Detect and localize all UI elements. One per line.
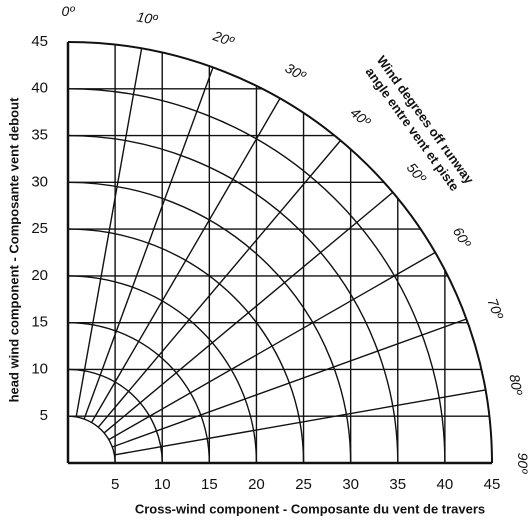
- y-tick-label: 45: [31, 33, 48, 50]
- y-tick-label: 20: [31, 267, 48, 284]
- angle-tick-label: 30º: [283, 60, 310, 85]
- angle-tick-label: 60º: [450, 224, 475, 251]
- angle-tick-label: 40º: [347, 104, 374, 130]
- angle-tick-label: 90º: [515, 453, 529, 475]
- radius-arc: [67, 228, 305, 464]
- radius-arc: [67, 275, 258, 464]
- y-tick-label: 30: [31, 173, 48, 190]
- radius-arc: [67, 88, 446, 464]
- radial-line: [97, 140, 342, 428]
- angle-tick-label: 80º: [506, 373, 526, 397]
- angle-label-line: Wind degrees off runway: [374, 53, 477, 187]
- x-tick-label: 40: [437, 476, 454, 493]
- angle-tick-label: 70º: [484, 296, 506, 322]
- y-axis-label: head wind component - Composante vent de…: [6, 97, 21, 402]
- angle-tick-label: 0º: [62, 3, 76, 19]
- x-tick-label: 35: [389, 476, 406, 493]
- angle-tick-label: 50º: [404, 160, 430, 187]
- y-tick-label: 35: [31, 127, 48, 144]
- angle-tick-label: 10º: [135, 8, 159, 28]
- radial-line: [108, 251, 436, 441]
- radial-line: [112, 318, 467, 448]
- radial-line: [103, 191, 394, 434]
- y-tick-label: 25: [31, 220, 48, 237]
- radial-line: [90, 98, 281, 423]
- x-tick-label: 10: [154, 476, 171, 493]
- y-tick-label: 10: [31, 360, 48, 377]
- y-tick-label: 5: [40, 407, 48, 424]
- y-tick-label: 15: [31, 314, 48, 331]
- y-tick-label: 40: [31, 80, 48, 97]
- x-tick-label: 25: [295, 476, 312, 493]
- radial-line: [114, 389, 486, 456]
- radius-arc: [67, 134, 399, 464]
- radius-arc: [67, 181, 352, 464]
- radius-arc: [67, 41, 493, 464]
- x-tick-label: 5: [111, 476, 119, 493]
- x-tick-label: 45: [484, 476, 501, 493]
- radius-arc: [67, 321, 211, 464]
- radial-line: [83, 67, 214, 420]
- x-axis-label: Cross-wind component - Composante du ven…: [135, 501, 485, 516]
- radial-line: [75, 48, 143, 418]
- angle-tick-label: 20º: [210, 27, 237, 50]
- radius-arc: [67, 368, 163, 464]
- radius-arc: [67, 415, 116, 464]
- x-tick-label: 20: [248, 476, 265, 493]
- x-tick-label: 30: [342, 476, 359, 493]
- x-tick-label: 15: [201, 476, 218, 493]
